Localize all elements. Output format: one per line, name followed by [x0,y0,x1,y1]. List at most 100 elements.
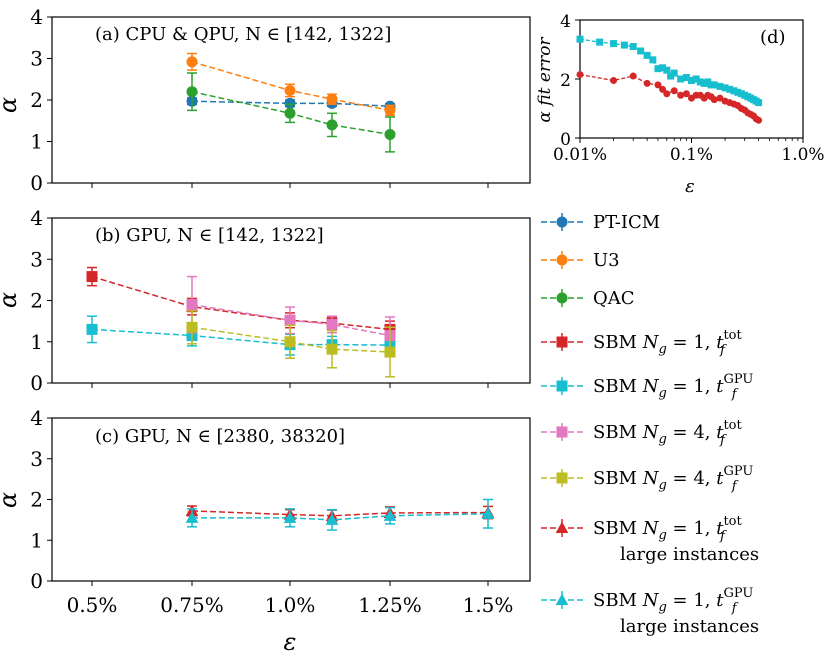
data-point [481,507,495,519]
data-point [643,79,651,87]
xtick-label: 1.25% [358,593,422,617]
data-point [186,86,198,98]
ytick-label: 0 [560,130,571,150]
data-point [643,51,651,59]
data-point [284,314,296,326]
panel-d: 0 2 4 0.01% 0.1% 1.0% [553,12,825,165]
legend-item-sbm1gpu: SBM Ng = 1, tGPU f [541,372,753,402]
data-point [86,271,98,283]
legend-marker [556,426,568,438]
panel-d-xlabel: ε [685,176,695,197]
legend-marker [556,254,568,266]
data-point [326,93,338,105]
ytick-label: 0 [30,371,43,395]
data-point [284,336,296,348]
xtick-label: 0.5% [67,593,118,617]
data-point [682,74,690,82]
legend: PT-ICM U3 QAC SBM Ng = 1, ttot f SBM Ng = 1, … [541,212,759,637]
legend-marker [556,292,568,304]
ytick-label: 1 [30,528,43,552]
panel-b-ylabel: α [0,292,22,308]
legend-item-qac: QAC [541,288,635,309]
data-point [384,128,396,140]
data-point [86,323,98,335]
series-line [191,303,391,337]
data-point [696,78,704,86]
data-point [284,107,296,119]
xtick-label: 0.75% [160,593,224,617]
legend-item-sbm4gpu: SBM Ng = 4, tGPU f [541,464,753,494]
panel-d-title: (d) [760,27,786,48]
data-point [659,85,667,93]
data-point [755,99,763,107]
series-line [191,510,489,517]
panel-a: 0 1 2 3 4 [30,5,531,195]
legend-marker [556,380,568,392]
ytick-label: 2 [30,88,43,112]
data-point [710,81,718,89]
xtick-label: 0.01% [553,145,607,165]
data-point [654,81,662,89]
data-point [726,85,734,93]
data-point [649,56,657,64]
xtick-label: 1.0% [781,145,824,165]
series-line [191,326,391,353]
ytick-label: 2 [560,71,571,91]
legend-marker [556,472,568,484]
data-point [637,47,645,55]
ytick-label: 0 [30,171,43,195]
legend-label: SBM Ng = 1, tGPU f [593,586,753,616]
data-point [596,38,604,46]
panel-b: 0 1 2 3 4 [30,206,531,395]
data-point [620,41,628,49]
series-b-3 [186,310,396,378]
data-point [716,94,724,102]
data-point [688,76,695,84]
ytick-label: 1 [30,130,43,154]
legend-label: U3 [593,250,620,271]
ytick-label: 3 [30,247,43,271]
data-point [186,321,198,333]
data-point [659,64,667,72]
ytick-label: 0 [30,569,43,593]
data-point [734,88,742,96]
data-point [667,72,675,80]
ytick-label: 1 [30,330,43,354]
data-point [677,91,685,99]
data-point [677,75,685,83]
data-point [284,97,296,109]
ytick-label: 4 [560,12,571,32]
data-point [284,84,296,96]
data-point [186,56,198,68]
ytick-label: 4 [30,206,43,230]
data-point [384,104,396,116]
series-line [191,61,391,112]
data-point [755,116,763,124]
series-a-2 [186,72,396,153]
series-line [579,73,759,121]
data-point [326,343,338,355]
series-line [91,328,391,346]
series-c-1 [185,498,495,531]
panel-a-title: (a) CPU & QPU, N ∈ [142, 1322] [95,24,391,45]
legend-item-sbm1tot: SBM Ng = 1, ttot f [541,328,743,358]
xtick-label: 0.1% [670,145,713,165]
data-point [576,35,584,43]
legend-label: SBM Ng = 4, ttot f [593,418,743,448]
ytick-label: 2 [30,289,43,313]
panel-c: 0 1 2 3 4 0.5% 0.75% 1.0% 1.25% 1.5% [30,406,531,617]
ytick-label: 4 [30,5,43,29]
ytick-label: 2 [30,488,43,512]
panel-a-ylabel: α [0,97,22,113]
legend-marker [555,593,569,606]
panel-d-ylabel: α fit error [535,37,555,123]
series-line [191,90,391,136]
legend-item-pt: PT-ICM [541,212,660,233]
data-point [692,75,700,83]
data-point [610,40,618,48]
series-line [91,275,391,331]
legend-label: SBM Ng = 1, tGPU f [593,372,753,402]
